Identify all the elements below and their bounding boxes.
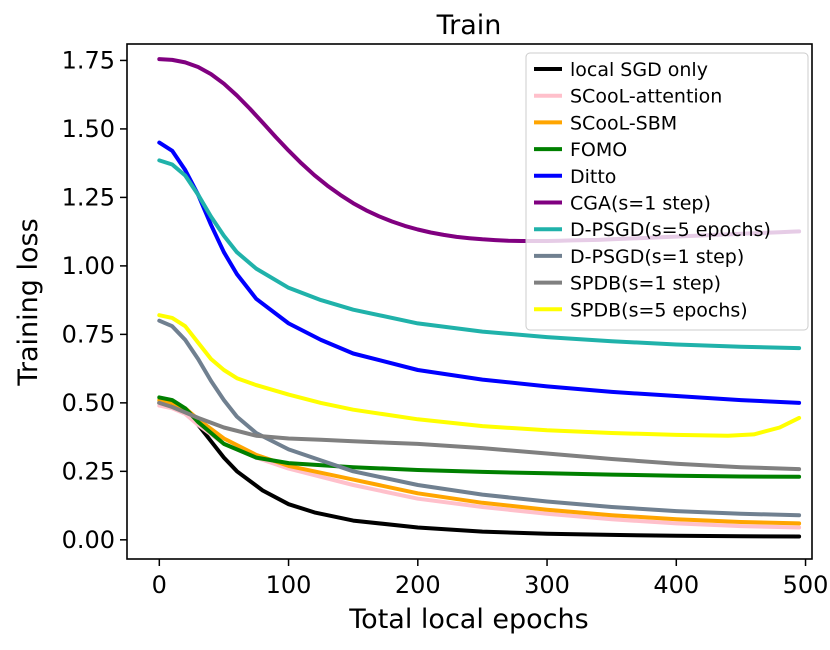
y-tick-label: 1.25 [62, 183, 115, 211]
y-tick-label: 0.50 [62, 389, 115, 417]
legend-label-ditto: Ditto [570, 166, 616, 188]
legend-label-spdb-s-5-epochs: SPDB(s=5 epochs) [570, 299, 748, 321]
series-line-d-psgd-s-5-epochs [157, 158, 802, 351]
y-tick-label: 1.00 [62, 252, 115, 280]
legend-label-spdb-s-1-step: SPDB(s=1 step) [570, 273, 721, 295]
y-tick-label: 0.75 [62, 320, 115, 348]
series-line-scool-attention [157, 403, 802, 530]
legend-label-cga-s-1-step: CGA(s=1 step) [570, 193, 711, 215]
x-tick-label: 0 [152, 571, 167, 599]
legend-box [525, 52, 809, 331]
x-axis-title: Total local epochs [348, 604, 588, 635]
series-layer [157, 57, 802, 539]
legend-label-scool-sbm: SCooL-SBM [570, 112, 677, 134]
x-tick-label: 100 [266, 571, 312, 599]
x-tick-label: 500 [783, 571, 829, 599]
tick-layer: 0 100 200 300 400 500 0.00 0.25 0.50 0.75 1.00 1.25… [62, 46, 829, 599]
y-tick-label: 1.75 [62, 46, 115, 74]
legend-label-fomo: FOMO [570, 139, 627, 161]
y-tick-label: 0.25 [62, 457, 115, 485]
y-tick-label: 0.00 [62, 526, 115, 554]
series-line-d-psgd-s-1-step [157, 318, 802, 518]
legend-label-d-psgd-s-5-epochs: D-PSGD(s=5 epochs) [570, 219, 771, 241]
legend: local SGD only SCooL-attention SCooL-SBM FO… [525, 52, 809, 331]
x-tick-label: 300 [524, 571, 570, 599]
x-tick-label: 400 [653, 571, 699, 599]
legend-label-d-psgd-s-1-step: D-PSGD(s=1 step) [570, 246, 744, 268]
x-tick-label: 200 [395, 571, 441, 599]
y-axis-title: Training loss [13, 218, 44, 386]
chart-title: Train [436, 10, 502, 41]
plot-frame [126, 43, 813, 560]
legend-label-local-sgd-only: local SGD only [570, 59, 708, 81]
series-line-spdb-s-1-step [157, 400, 802, 472]
y-tick-label: 1.50 [62, 115, 115, 143]
series-line-spdb-s-5-epochs [157, 313, 802, 438]
legend-label-scool-attention: SCooL-attention [570, 86, 722, 108]
